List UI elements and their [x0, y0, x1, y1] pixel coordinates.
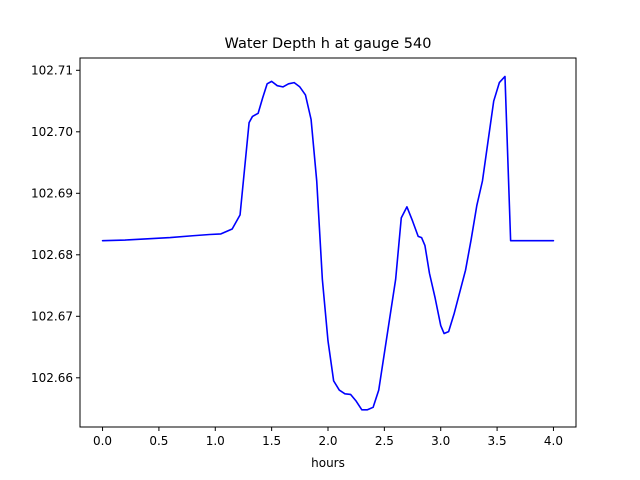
y-tick-label: 102.71	[31, 63, 73, 77]
series-line-0	[101, 75, 555, 411]
y-tick-label: 102.67	[31, 309, 73, 323]
y-tick-label: 102.70	[31, 125, 73, 139]
x-tick-label: 2.5	[375, 434, 394, 448]
x-tick-label: 1.0	[206, 434, 225, 448]
x-axis-label: hours	[311, 456, 345, 470]
x-tick-label: 1.5	[262, 434, 281, 448]
y-tick-label: 102.66	[31, 371, 73, 385]
chart-title: Water Depth h at gauge 540	[225, 36, 432, 52]
series-layer	[101, 75, 555, 411]
y-tick-label: 102.68	[31, 248, 73, 262]
x-tick-label: 4.0	[544, 434, 563, 448]
x-tick-label: 2.0	[318, 434, 337, 448]
x-tick-label: 3.0	[431, 434, 450, 448]
y-axis: 102.66 102.67 102.68 102.69 102.70 102.71	[31, 63, 80, 385]
x-tick-label: 0.0	[93, 434, 112, 448]
x-tick-label: 3.5	[488, 434, 507, 448]
x-axis: 0.0 0.5 1.0 1.5 2.0 2.5 3.0 3.5 4.0	[93, 427, 563, 448]
x-tick-label: 0.5	[149, 434, 168, 448]
y-tick-label: 102.69	[31, 186, 73, 200]
